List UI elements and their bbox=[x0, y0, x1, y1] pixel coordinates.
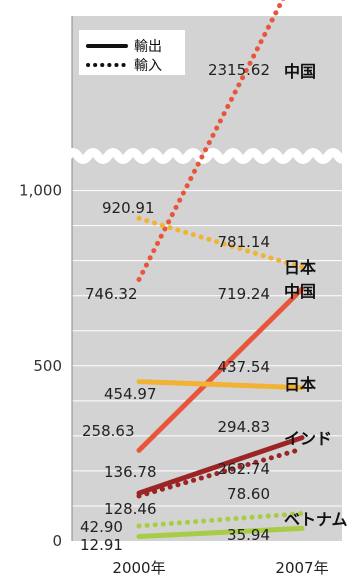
data-label: 128.46 bbox=[104, 500, 157, 518]
y-tick-label: 0 bbox=[52, 532, 62, 550]
data-label: 262.74 bbox=[218, 460, 271, 478]
data-label: 35.94 bbox=[227, 526, 270, 544]
data-label: 437.54 bbox=[218, 358, 271, 376]
data-label: 2315.62 bbox=[208, 61, 270, 79]
legend-label: 輸出 bbox=[134, 39, 162, 55]
data-label: 920.91 bbox=[102, 199, 155, 217]
axis-break bbox=[64, 148, 352, 164]
series-label: 中国 bbox=[284, 62, 316, 81]
series-line bbox=[136, 435, 305, 496]
legend-box bbox=[79, 30, 185, 75]
data-label: 42.90 bbox=[80, 518, 123, 536]
x-tick-label: 2000年 bbox=[112, 559, 165, 577]
series-line bbox=[136, 379, 305, 391]
series-label: インド bbox=[284, 429, 332, 448]
legend-label: 輸入 bbox=[134, 58, 162, 74]
series-line bbox=[136, 510, 305, 529]
y-tick-label: 1,000 bbox=[19, 182, 62, 200]
series-label: 日本 bbox=[284, 375, 316, 394]
data-label: 454.97 bbox=[104, 385, 157, 403]
plot-background bbox=[72, 16, 342, 541]
series-label: 日本 bbox=[284, 258, 316, 277]
data-label: 12.91 bbox=[80, 536, 123, 554]
data-label: 719.24 bbox=[218, 285, 271, 303]
series-label: 中国 bbox=[284, 282, 316, 301]
series-line bbox=[136, 0, 286, 282]
data-label: 781.14 bbox=[218, 233, 271, 251]
data-label: 136.78 bbox=[104, 463, 157, 481]
series-label: ベトナム bbox=[284, 510, 348, 529]
data-label: 78.60 bbox=[227, 485, 270, 503]
data-label: 746.32 bbox=[85, 285, 138, 303]
y-tick-label: 500 bbox=[33, 357, 62, 375]
data-label: 294.83 bbox=[218, 418, 271, 436]
data-label: 258.63 bbox=[82, 422, 135, 440]
series-line bbox=[136, 525, 305, 539]
x-tick-label: 2007年 bbox=[275, 559, 328, 577]
series-line bbox=[136, 286, 305, 453]
